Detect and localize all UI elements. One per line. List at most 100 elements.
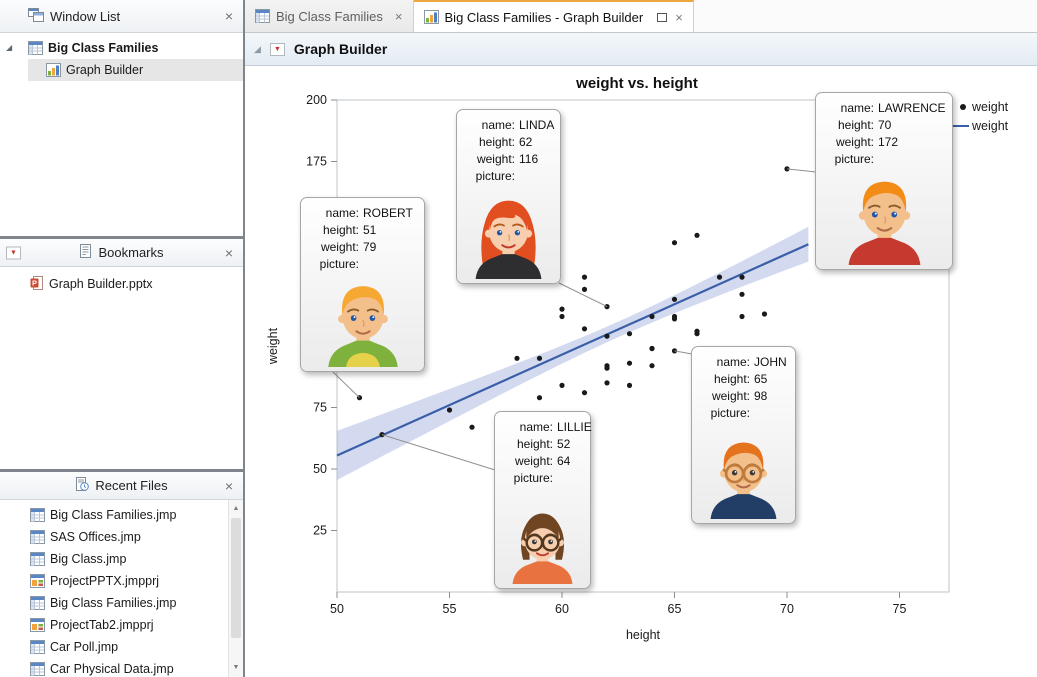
legend-label[interactable]: weight <box>971 119 1009 133</box>
tab-big-class-families[interactable]: Big Class Families × <box>245 0 414 32</box>
x-tick-label[interactable]: 75 <box>893 602 907 616</box>
x-tick-label[interactable]: 60 <box>555 602 569 616</box>
data-point[interactable] <box>536 395 543 401</box>
data-point[interactable] <box>559 382 565 388</box>
x-tick-label[interactable]: 70 <box>780 602 794 616</box>
tab-graph-builder[interactable]: Big Class Families - Graph Builder × <box>413 0 694 32</box>
data-point[interactable] <box>649 345 655 352</box>
data-point[interactable] <box>626 382 633 388</box>
data-point[interactable] <box>671 313 678 320</box>
data-point[interactable] <box>649 313 655 320</box>
data-point[interactable] <box>446 407 453 413</box>
data-point[interactable] <box>514 355 520 361</box>
data-point[interactable] <box>604 363 610 369</box>
disclosure-triangle-icon[interactable]: ◢ <box>6 43 13 52</box>
x-axis-label[interactable]: height <box>626 628 661 642</box>
undock-icon[interactable] <box>657 12 668 22</box>
data-point[interactable] <box>716 274 723 280</box>
data-point[interactable] <box>649 363 655 369</box>
y-tick-label[interactable]: 50 <box>313 462 327 476</box>
recent-file-item[interactable]: Big Class Families.jmp <box>0 504 228 526</box>
data-point[interactable] <box>469 424 475 430</box>
data-point[interactable] <box>694 328 700 334</box>
bookmark-item-graph-builder-pptx[interactable]: P Graph Builder.pptx <box>0 273 243 295</box>
regression-line[interactable] <box>336 243 809 457</box>
recent-file-item[interactable]: Car Physical Data.jmp <box>0 658 228 677</box>
callout-field-label: name: <box>716 355 750 369</box>
scroll-down-icon[interactable]: ▼ <box>232 664 240 671</box>
callout-robert[interactable]: name: ROBERT height: 51 weight: 79 picture: <box>300 197 425 372</box>
legend-label[interactable]: weight <box>971 100 1009 114</box>
graph-builder-icon <box>423 10 439 24</box>
data-point[interactable] <box>581 326 588 332</box>
y-tick-label[interactable]: 25 <box>313 524 327 538</box>
scrollbar-thumb[interactable] <box>231 518 241 638</box>
y-tick-label[interactable]: 175 <box>306 155 327 169</box>
recent-file-item[interactable]: Car Poll.jmp <box>0 636 228 658</box>
data-point[interactable] <box>581 286 588 292</box>
tree-item-graph-builder[interactable]: Graph Builder <box>28 59 243 81</box>
callout-linda[interactable]: name: LINDA height: 62 weight: 116 picture: <box>456 109 561 284</box>
callout-lillie[interactable]: name: LILLIE height: 52 weight: 64 picture: <box>494 411 592 589</box>
callout-connector <box>381 434 496 471</box>
data-point[interactable] <box>671 240 678 246</box>
data-point[interactable] <box>626 360 633 366</box>
data-point[interactable] <box>604 333 610 339</box>
graph-builder-menu-button[interactable]: ▼ <box>269 42 285 56</box>
recent-files-close-button[interactable]: × <box>224 477 233 494</box>
scroll-up-icon[interactable]: ▲ <box>232 505 240 512</box>
x-tick-label[interactable]: 55 <box>443 602 457 616</box>
callout-name-value: LILLIE <box>557 420 592 434</box>
callout-connector <box>674 350 693 355</box>
recent-files-scrollbar[interactable]: ▲ ▼ <box>228 500 243 677</box>
recent-file-item[interactable]: Big Class.jmp <box>0 548 228 570</box>
data-point[interactable] <box>739 274 745 280</box>
confidence-band <box>337 226 809 480</box>
callout-john[interactable]: name: JOHN height: 65 weight: 98 picture: <box>691 346 796 524</box>
callout-lawrence[interactable]: name: LAWRENCE height: 70 weight: 172 picture: <box>815 92 953 270</box>
collapse-triangle-icon[interactable]: ◢ <box>254 43 261 54</box>
tab-close-icon[interactable]: × <box>394 8 403 24</box>
recent-file-item[interactable]: ProjectTab2.jmpprj <box>0 614 228 636</box>
data-point[interactable] <box>739 313 745 320</box>
data-point[interactable] <box>536 355 543 361</box>
data-point[interactable] <box>761 311 768 317</box>
callout-height-value: 65 <box>754 372 768 386</box>
panel-divider[interactable] <box>0 236 243 239</box>
y-tick-label[interactable]: 75 <box>313 401 327 415</box>
data-point[interactable] <box>626 331 633 337</box>
data-point[interactable] <box>694 232 700 238</box>
data-point[interactable] <box>671 296 678 302</box>
bookmarks-menu-button[interactable]: ▼ <box>6 246 21 259</box>
y-tick-label[interactable]: 200 <box>306 93 327 107</box>
data-point[interactable] <box>604 380 610 386</box>
data-point[interactable] <box>739 291 745 297</box>
data-point[interactable] <box>559 313 565 320</box>
tree-item-big-class-families[interactable]: ◢ Big Class Families <box>0 37 243 59</box>
tab-close-icon[interactable]: × <box>675 9 683 25</box>
panel-divider[interactable] <box>0 469 243 472</box>
recent-files-header: Recent Files × <box>0 472 243 500</box>
y-axis-label[interactable]: weight <box>266 327 280 365</box>
callout-name-value: LAWRENCE <box>878 101 946 115</box>
data-point[interactable] <box>581 274 588 280</box>
legend-marker-point[interactable] <box>960 104 966 110</box>
recent-file-item[interactable]: ProjectPPTX.jmpprj <box>0 570 228 592</box>
data-point[interactable] <box>581 390 588 396</box>
data-point[interactable] <box>784 166 790 172</box>
recent-file-label: Car Poll.jmp <box>50 640 119 654</box>
window-list-icon <box>28 7 44 25</box>
x-tick-label[interactable]: 50 <box>330 602 344 616</box>
window-list-close-button[interactable]: × <box>224 8 233 24</box>
data-point[interactable] <box>559 306 565 312</box>
data-point[interactable] <box>379 432 385 438</box>
graph-builder-report[interactable]: 505560657075255075100125150175200weight … <box>245 66 1037 677</box>
recent-file-item[interactable]: SAS Offices.jmp <box>0 526 228 548</box>
x-tick-label[interactable]: 65 <box>668 602 682 616</box>
callout-height-value: 51 <box>363 223 377 237</box>
bookmarks-close-button[interactable]: × <box>224 244 233 261</box>
recent-file-item[interactable]: Big Class Families.jmp <box>0 592 228 614</box>
callout-field-label: height: <box>478 135 515 149</box>
bookmarks-title: Bookmarks <box>98 245 164 260</box>
callout-weight-value: 64 <box>557 454 571 468</box>
